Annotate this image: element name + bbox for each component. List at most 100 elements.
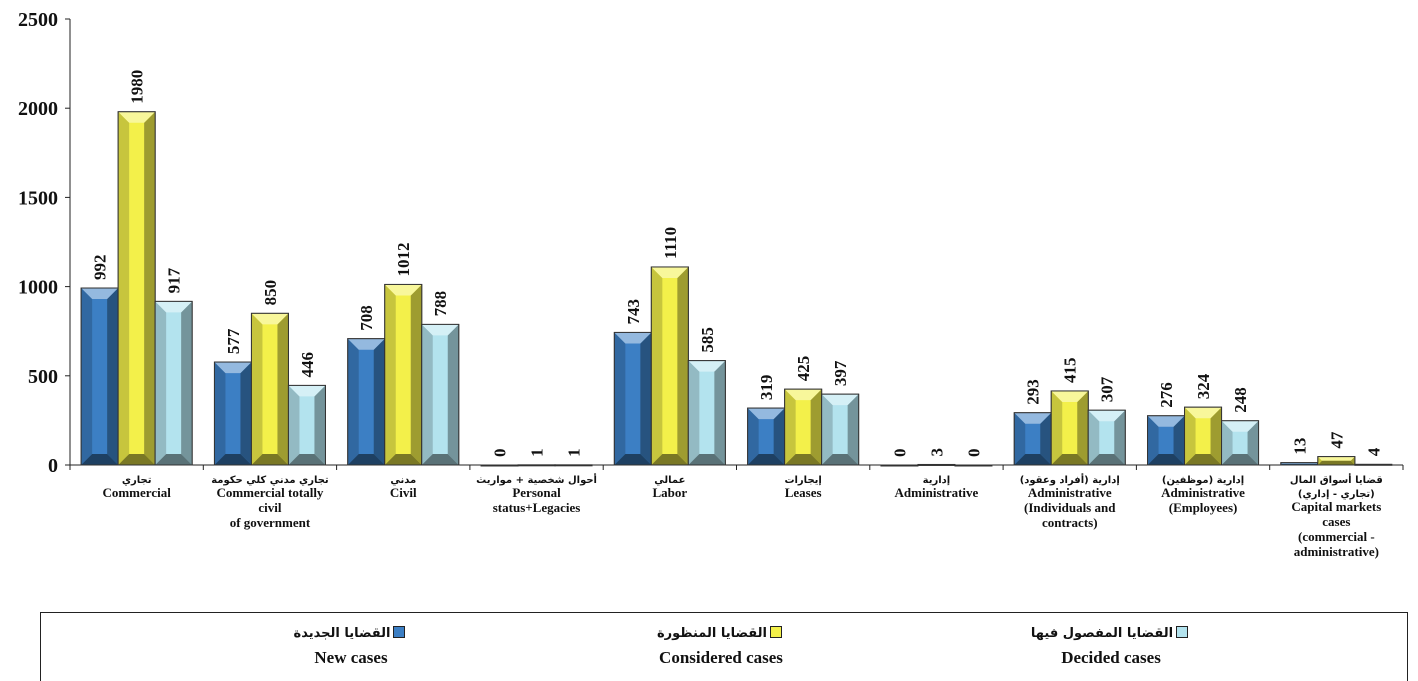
bar-bevel-bottom xyxy=(1221,454,1259,465)
bar-bevel-top xyxy=(1221,420,1259,432)
bar xyxy=(117,111,156,466)
bar-bevel-left xyxy=(614,332,626,465)
bar-bevel-left xyxy=(421,324,433,465)
bar-bevel-right xyxy=(277,313,289,465)
bar xyxy=(954,464,993,467)
data-label: 1 xyxy=(528,448,547,457)
bar-body xyxy=(917,463,956,466)
bar-outline xyxy=(287,384,326,466)
data-label: 577 xyxy=(224,328,243,354)
bar xyxy=(1050,390,1089,466)
x-tick-label: إدارية (موظفين) Administrative (Employees) xyxy=(1161,475,1245,515)
bar-bevel-top xyxy=(688,360,726,372)
bar-bevel-left xyxy=(1051,390,1063,465)
data-label: 248 xyxy=(1231,387,1250,413)
bar xyxy=(1013,412,1052,466)
bar-bevel-right xyxy=(714,360,726,465)
bar-bevel-bottom xyxy=(384,454,422,465)
bar-bevel-top xyxy=(651,266,689,278)
bar-bevel-left xyxy=(214,362,226,465)
bar-bevel-top xyxy=(155,301,193,313)
bar-bevel-top xyxy=(1014,412,1052,424)
bar-bevel-left xyxy=(1317,456,1323,465)
data-label: 13 xyxy=(1290,438,1309,455)
bar-bevel-top xyxy=(288,385,326,397)
bar-body xyxy=(880,464,919,467)
bar-outline xyxy=(421,323,460,466)
bar-bevel-right xyxy=(773,408,785,465)
bar xyxy=(80,287,119,466)
bar-bevel-left xyxy=(81,288,93,465)
bar-bevel-right xyxy=(677,266,689,465)
bar-bevel-bottom xyxy=(821,454,859,465)
bar-bevel-bottom xyxy=(214,454,252,465)
y-tick-label: 500 xyxy=(28,366,58,388)
bar-bevel-left xyxy=(155,301,167,465)
bar-bevel-bottom xyxy=(1147,454,1185,465)
bar xyxy=(250,312,289,466)
bar-bevel-top xyxy=(347,338,385,350)
bar-bevel-bottom xyxy=(651,454,689,465)
bar-bevel-bottom xyxy=(347,454,385,465)
bar-bevel-left xyxy=(1221,420,1233,465)
data-label: 1 xyxy=(565,448,584,457)
legend-label-en: Decided cases xyxy=(1061,648,1161,667)
x-tick-label: قضايا أسواق المال (تجاري - إداري) Capital … xyxy=(1290,473,1383,559)
bar-bevel-left xyxy=(747,408,759,465)
bar-bevel-top xyxy=(1147,415,1185,427)
bar-bevel-bottom xyxy=(614,454,652,465)
data-label: 1980 xyxy=(128,70,147,104)
data-label: 708 xyxy=(357,305,376,331)
bar-bevel-bottom xyxy=(1088,454,1126,465)
bar-bevel-left xyxy=(288,385,300,465)
bar xyxy=(287,384,326,466)
bar-bevel-top xyxy=(421,324,459,336)
data-label: 397 xyxy=(831,360,850,386)
bar xyxy=(747,407,786,466)
bar-bevel-right xyxy=(1350,456,1355,465)
data-label: 4 xyxy=(1364,447,1383,456)
bar xyxy=(154,300,193,466)
bar-bevel-right xyxy=(640,332,652,465)
bar-bevel-left xyxy=(651,266,663,465)
bar-bevel-top xyxy=(384,284,422,296)
y-tick-label: 1000 xyxy=(18,277,58,299)
x-tick-label: إيجارات Leases xyxy=(784,475,821,500)
bar-body xyxy=(1354,463,1393,466)
y-tick-label: 1500 xyxy=(18,187,58,209)
legend-label-ar: القضايا الجديدة xyxy=(293,626,391,641)
data-label: 0 xyxy=(491,449,510,458)
data-label: 1012 xyxy=(394,242,413,276)
bar-bevel-top xyxy=(614,332,652,344)
x-tick-label: مدني Civil xyxy=(390,475,417,500)
bar-bevel-top xyxy=(747,408,785,420)
bar-bevel-bottom xyxy=(747,454,785,465)
bar-bevel-left xyxy=(1147,415,1159,465)
x-tick-label: أحوال شخصية + مواريث Personal status+Legac… xyxy=(476,473,597,515)
bar-bevel-top xyxy=(1088,410,1126,422)
bar-bevel-bottom xyxy=(1184,454,1222,465)
bar-body xyxy=(517,464,556,467)
data-label: 293 xyxy=(1024,379,1043,405)
bar-bevel-top xyxy=(1051,390,1089,402)
bar xyxy=(1147,415,1186,466)
data-label: 324 xyxy=(1194,373,1213,399)
bar-bevel-right xyxy=(373,338,385,465)
data-label: 917 xyxy=(165,267,184,293)
bar xyxy=(384,283,423,466)
bar xyxy=(517,464,556,467)
bar-bevel-right xyxy=(107,288,119,465)
bar xyxy=(784,388,823,466)
bar xyxy=(1354,463,1393,466)
legend-swatch-considered xyxy=(770,626,782,638)
bar-bevel-left xyxy=(251,313,263,465)
legend-item-new-cases: القضايا الجديدة New cases xyxy=(181,625,521,671)
legend: القضايا الجديدة New cases القضايا المنظو… xyxy=(40,612,1408,681)
bar-bevel-bottom xyxy=(784,454,822,465)
bar-bevel-right xyxy=(1077,390,1089,465)
bar-bevel-top xyxy=(1184,407,1222,419)
bar-bevel-bottom xyxy=(1051,454,1089,465)
bar xyxy=(650,266,689,466)
bar-outline xyxy=(821,393,860,466)
bar-bevel-top xyxy=(784,389,822,401)
